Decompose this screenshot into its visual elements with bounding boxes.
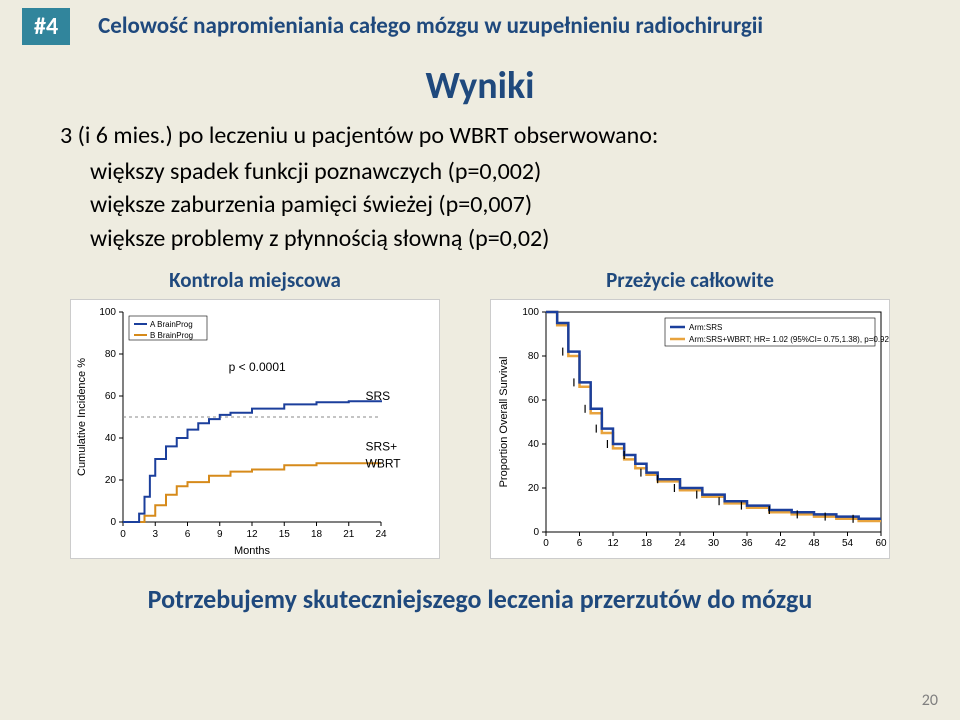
svg-text:60: 60 bbox=[105, 391, 117, 402]
bullet-list: 3 (i 6 mies.) po leczeniu u pacjentów po… bbox=[60, 119, 960, 255]
svg-text:SRS: SRS bbox=[366, 390, 391, 404]
svg-text:9: 9 bbox=[217, 529, 223, 540]
overall-survival-chart: 0 20 40 60 80 100 0 6 12 18 24 30 36 42 48 54 60 Proporti… bbox=[490, 299, 890, 559]
slide-title: Celowość napromieniania całego mózgu w u… bbox=[98, 8, 763, 40]
svg-text:p < 0.0001: p < 0.0001 bbox=[229, 360, 286, 374]
svg-text:0: 0 bbox=[110, 517, 116, 528]
page-number: 20 bbox=[922, 691, 938, 710]
bullet-item: większe problemy z płynnością słowną (p=… bbox=[90, 222, 960, 256]
svg-text:0: 0 bbox=[120, 529, 126, 540]
svg-text:80: 80 bbox=[528, 351, 540, 362]
svg-text:54: 54 bbox=[842, 538, 854, 549]
svg-text:15: 15 bbox=[279, 529, 291, 540]
svg-text:3: 3 bbox=[152, 529, 158, 540]
cumulative-incidence-chart: 0 20 40 60 80 100 0 3 6 9 12 15 18 21 24 Months Cumulati… bbox=[70, 299, 440, 559]
svg-text:36: 36 bbox=[741, 538, 753, 549]
intro-line: 3 (i 6 mies.) po leczeniu u pacjentów po… bbox=[60, 119, 960, 153]
svg-text:18: 18 bbox=[641, 538, 653, 549]
svg-text:A BrainProg: A BrainProg bbox=[150, 320, 193, 329]
svg-text:SRS+: SRS+ bbox=[366, 440, 398, 454]
svg-text:Cumulative Incidence %: Cumulative Incidence % bbox=[76, 358, 88, 476]
svg-text:42: 42 bbox=[775, 538, 787, 549]
slide-subtitle: Wyniki bbox=[0, 63, 960, 109]
svg-text:18: 18 bbox=[311, 529, 323, 540]
svg-text:6: 6 bbox=[577, 538, 583, 549]
svg-text:0: 0 bbox=[543, 538, 549, 549]
svg-text:60: 60 bbox=[875, 538, 887, 549]
svg-text:100: 100 bbox=[522, 307, 539, 318]
svg-text:40: 40 bbox=[105, 433, 117, 444]
svg-text:80: 80 bbox=[105, 349, 117, 360]
svg-text:30: 30 bbox=[708, 538, 720, 549]
chart-block-left: Kontrola miejscowa 0 20 40 60 80 100 0 3 6 9 12 15 1… bbox=[70, 267, 440, 559]
svg-text:24: 24 bbox=[674, 538, 686, 549]
svg-text:0: 0 bbox=[533, 527, 539, 538]
svg-text:6: 6 bbox=[185, 529, 191, 540]
svg-text:40: 40 bbox=[528, 439, 540, 450]
svg-text:B BrainProg: B BrainProg bbox=[150, 331, 193, 340]
svg-text:20: 20 bbox=[105, 475, 117, 486]
svg-text:100: 100 bbox=[99, 307, 116, 318]
bullet-item: większe zaburzenia pamięci świeżej (p=0,… bbox=[90, 188, 960, 222]
svg-text:12: 12 bbox=[246, 529, 258, 540]
svg-text:Arm:SRS: Arm:SRS bbox=[689, 323, 722, 332]
svg-text:Months: Months bbox=[234, 545, 271, 557]
svg-text:24: 24 bbox=[375, 529, 387, 540]
slide-number-badge: #4 bbox=[22, 8, 70, 45]
charts-row: Kontrola miejscowa 020406080100036912151… bbox=[0, 267, 960, 559]
footer-statement: Potrzebujemy skuteczniejszego leczenia p… bbox=[0, 583, 960, 615]
chart-label: Kontrola miejscowa bbox=[169, 267, 341, 293]
svg-text:21: 21 bbox=[343, 529, 355, 540]
svg-text:12: 12 bbox=[607, 538, 619, 549]
svg-text:Arm:SRS+WBRT; HR= 1.02 (95%CI=: Arm:SRS+WBRT; HR= 1.02 (95%CI= 0.75,1.38… bbox=[689, 335, 890, 344]
svg-text:60: 60 bbox=[528, 395, 540, 406]
chart-block-right: Przeżycie całkowite 0 20 40 60 80 100 0 6 12 18 24… bbox=[490, 267, 890, 559]
chart-label: Przeżycie całkowite bbox=[606, 267, 774, 293]
svg-text:48: 48 bbox=[808, 538, 820, 549]
svg-text:WBRT: WBRT bbox=[366, 457, 402, 471]
svg-text:20: 20 bbox=[528, 483, 540, 494]
bullet-item: większy spadek funkcji poznawczych (p=0,… bbox=[90, 155, 960, 189]
svg-text:Proportion Overall Survival: Proportion Overall Survival bbox=[498, 357, 510, 488]
